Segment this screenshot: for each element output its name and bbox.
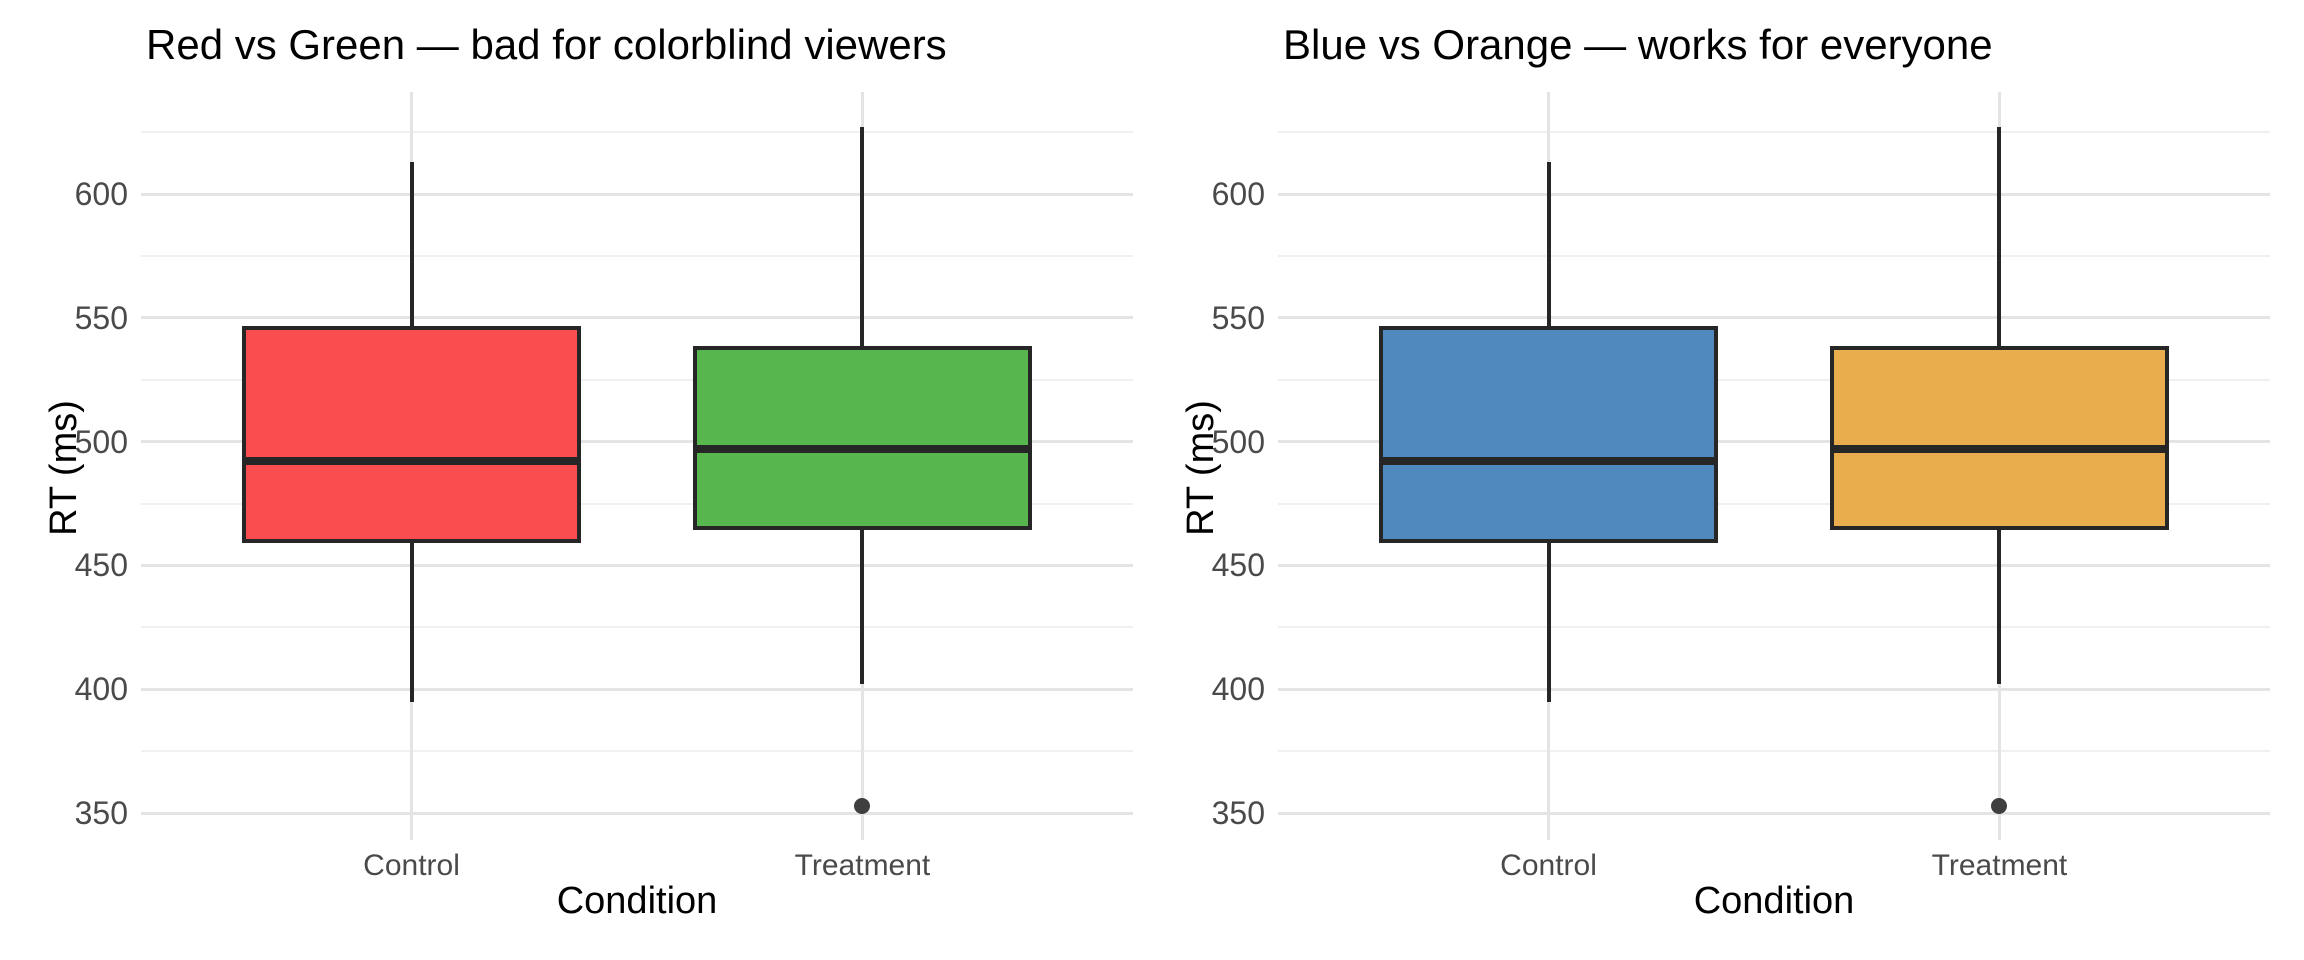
plot-area: 350 400 450 500 550 600 Control Treatment [74,92,1133,882]
gridline-minor-y-375 [141,750,1133,753]
gridline-minor-y-625 [1278,131,2270,134]
panel-title: Red vs Green — bad for colorblind viewer… [146,21,947,68]
outlier-point-treatment-353 [1991,797,2008,814]
gridline-minor-y-525 [1278,378,2270,381]
box-control [242,325,582,543]
whisker-lower-treatment [1997,528,2002,685]
gridline-major-y-400 [1278,687,2270,691]
gridline-major-y-350 [1278,811,2270,815]
median-line-treatment [692,445,1032,454]
plot-area: 350 400 450 500 550 600 Control Treatment [1137,0,2289,960]
gridline-major-y-400 [141,687,1133,691]
whisker-upper-control [1546,161,1551,330]
whisker-lower-control [1546,540,1551,702]
panel-title: Blue vs Orange — works for everyone [1283,21,1993,68]
gridline-major-y-600 [141,192,1133,196]
gridline-minor-y-475 [141,502,1133,505]
y-tick-label-550: 550 [74,299,128,336]
gridline-major-y-550 [1278,316,2270,320]
gridline-minor-y-525 [141,378,1133,381]
median-line-control [242,457,582,466]
gridline-minor-y-475 [1278,502,2270,505]
whisker-upper-treatment [860,127,865,350]
gridline-major-y-350 [141,811,1133,815]
y-tick-label-350: 350 [1211,795,1265,831]
median-line-treatment [1829,445,2169,454]
gridline-major-y-500 [1278,440,2270,444]
gridline-major-y-600 [1278,192,2270,196]
y-tick-label-600: 600 [74,176,128,212]
y-tick-label-500: 500 [74,423,128,460]
gridline-major-y-450 [141,563,1133,567]
y-tick-label-500: 500 [1211,423,1265,460]
y-tick-label-350: 350 [74,795,128,831]
y-tick-label-400: 400 [74,671,128,708]
whisker-lower-control [409,540,414,702]
gridline-minor-y-575 [1278,254,2270,257]
box-treatment [1829,345,2169,531]
box-treatment [692,345,1032,531]
x-axis-title: Condition [556,880,718,922]
whisker-lower-treatment [860,528,865,685]
x-tick-label-treatment: Treatment [794,849,931,882]
median-line-control [1379,457,1719,466]
panel-red-green: Red vs Green — bad for colorblind viewer… [43,21,1133,922]
whisker-upper-control [409,161,414,330]
y-tick-label-600: 600 [1211,176,1265,212]
gridline-minor-y-375 [1278,750,2270,753]
gridline-major-y-500 [141,440,1133,444]
whisker-upper-treatment [1997,127,2002,350]
gridline-major-y-550 [141,316,1133,320]
x-tick-label-control: Control [363,849,460,882]
y-tick-label-450: 450 [1211,547,1265,584]
box-control [1379,325,1719,543]
gridline-major-y-450 [1278,563,2270,567]
gridline-minor-y-575 [141,254,1133,257]
outlier-point-treatment-353 [854,797,871,814]
y-tick-label-550: 550 [1211,299,1265,336]
x-tick-label-control: Control [1500,849,1597,882]
x-axis-title: Condition [1693,880,1855,922]
y-tick-label-450: 450 [74,547,128,584]
gridline-minor-y-425 [1278,626,2270,629]
y-tick-label-400: 400 [1211,671,1265,708]
x-tick-label-treatment: Treatment [1931,849,2068,882]
gridline-minor-y-425 [141,626,1133,629]
panel-blue-orange: Blue vs Orange — works for everyone RT (… [1137,0,2289,960]
gridline-minor-y-625 [141,131,1133,134]
